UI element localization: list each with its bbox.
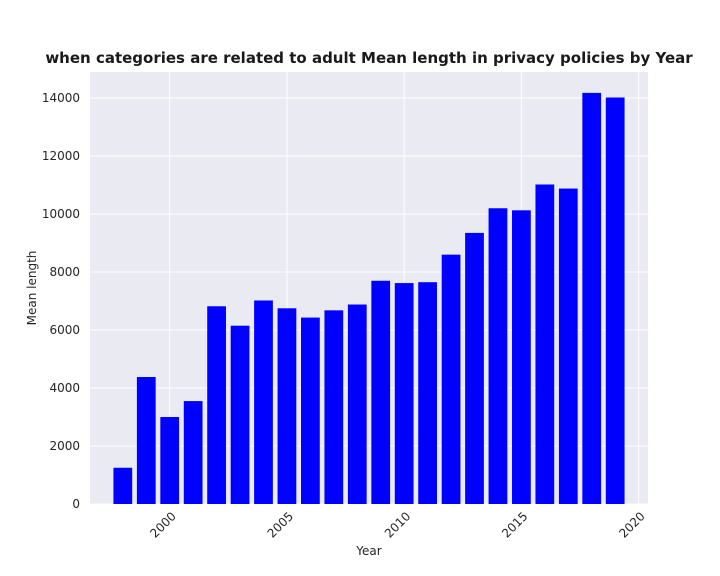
x-tick-label: 2010 bbox=[382, 509, 413, 540]
bar bbox=[488, 208, 508, 504]
bar bbox=[254, 300, 273, 504]
x-tick-labels: 2000 2005 2010 2015 2020 bbox=[147, 509, 647, 540]
bar bbox=[394, 283, 414, 504]
x-axis-label: Year bbox=[355, 544, 381, 558]
bar bbox=[512, 210, 531, 505]
y-axis-label: Mean length bbox=[25, 251, 39, 326]
bar bbox=[160, 417, 180, 504]
y-tick-label: 12000 bbox=[42, 149, 80, 163]
bar bbox=[301, 317, 320, 504]
bar bbox=[277, 308, 297, 504]
bar bbox=[465, 232, 484, 504]
x-tick-label: 2015 bbox=[499, 509, 530, 540]
chart-title: when categories are related to adult Mea… bbox=[45, 49, 693, 67]
bar bbox=[558, 188, 578, 504]
bar bbox=[183, 401, 203, 504]
y-tick-label: 8000 bbox=[49, 265, 80, 279]
bar bbox=[324, 310, 344, 504]
bar bbox=[605, 97, 625, 504]
bar bbox=[347, 304, 367, 504]
bar bbox=[582, 92, 602, 504]
bar bbox=[207, 306, 226, 504]
y-tick-label: 14000 bbox=[42, 91, 80, 105]
y-tick-label: 10000 bbox=[42, 207, 80, 221]
bar bbox=[418, 282, 437, 504]
y-tick-label: 0 bbox=[72, 497, 80, 511]
y-tick-labels: 0 2000 4000 6000 8000 10000 12000 14000 bbox=[42, 91, 80, 511]
bar bbox=[113, 467, 133, 504]
x-tick-label: 2000 bbox=[147, 509, 178, 540]
bar bbox=[136, 377, 156, 504]
y-tick-label: 4000 bbox=[49, 381, 80, 395]
y-tick-label: 6000 bbox=[49, 323, 80, 337]
bar bbox=[441, 254, 461, 504]
y-tick-label: 2000 bbox=[49, 439, 80, 453]
x-tick-label: 2005 bbox=[265, 509, 296, 540]
x-tick-label: 2020 bbox=[616, 509, 647, 540]
bar bbox=[230, 325, 250, 504]
plot-area bbox=[90, 72, 648, 504]
bars bbox=[113, 92, 625, 505]
bar bbox=[535, 184, 555, 504]
bar bbox=[371, 280, 391, 504]
